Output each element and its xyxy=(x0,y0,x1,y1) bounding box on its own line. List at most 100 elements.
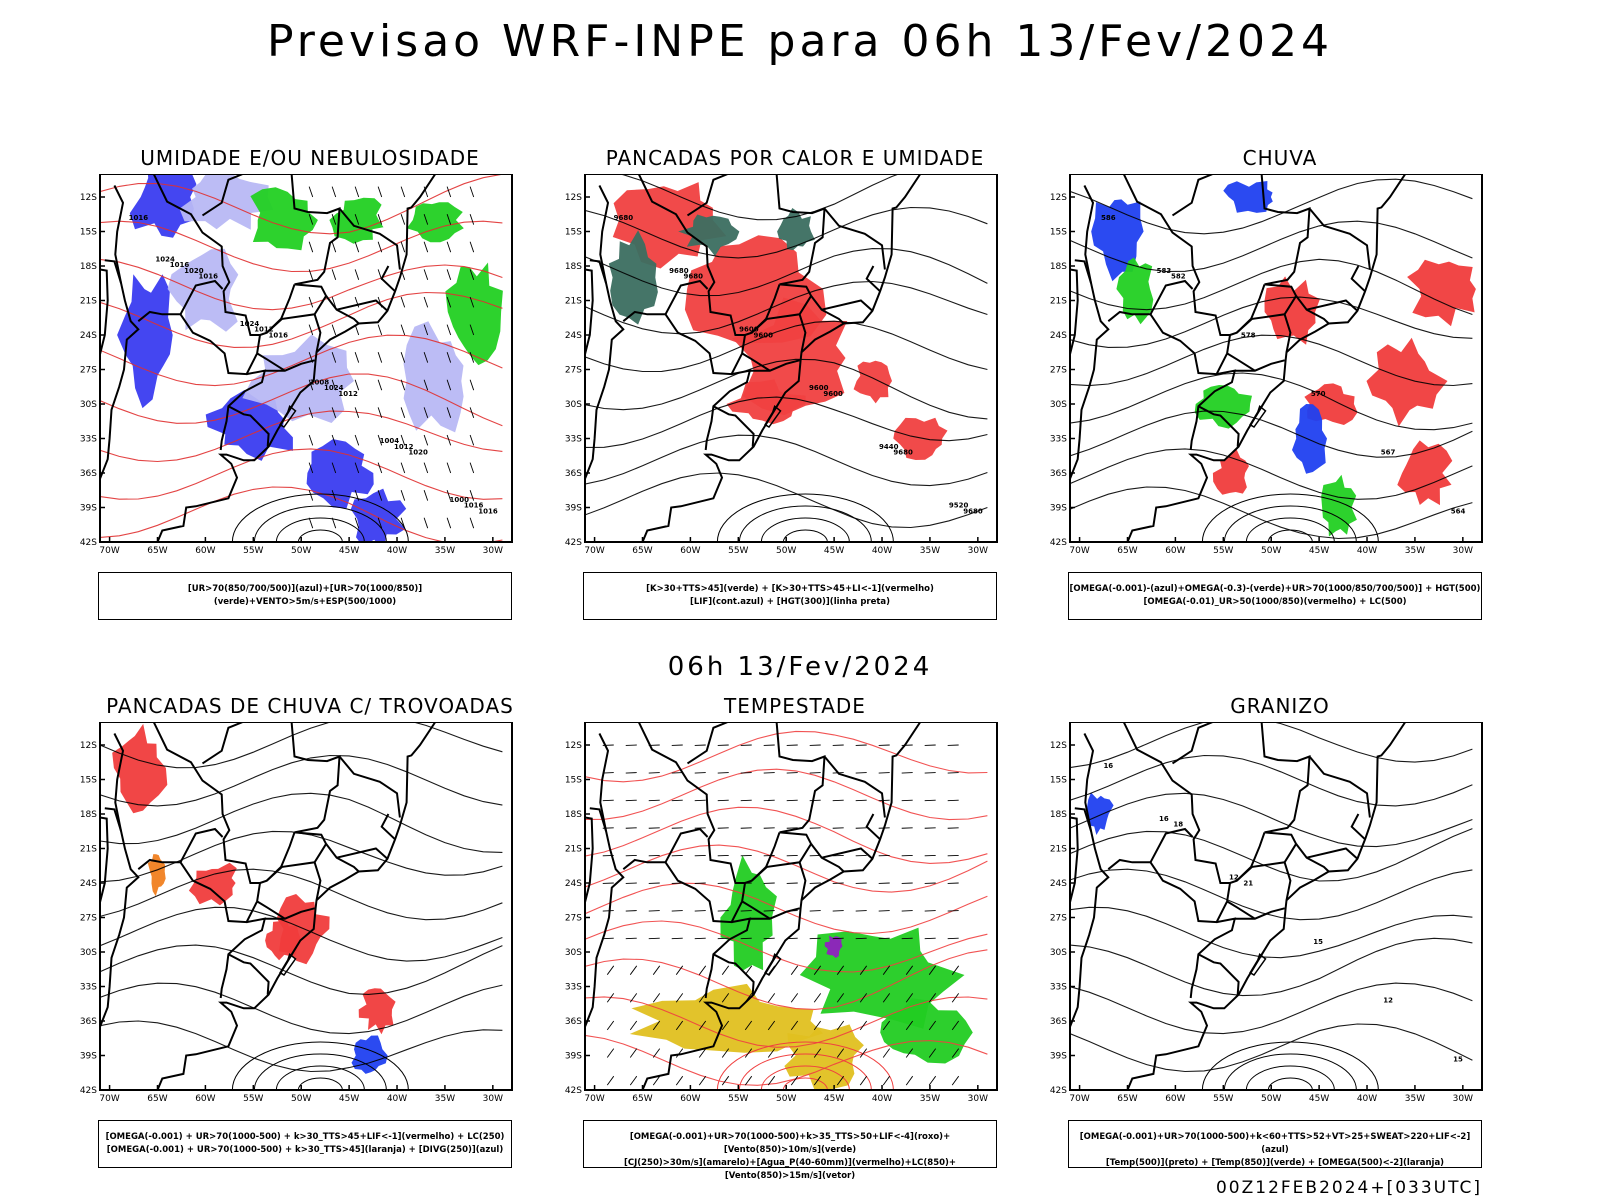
lon-label: 55W xyxy=(243,546,263,556)
lon-label: 70W xyxy=(1069,546,1089,556)
legend-line: [LIF](cont.azul) + [HGT(300)](linha pret… xyxy=(689,597,891,607)
contour-label: 9680 xyxy=(684,273,704,281)
state-border xyxy=(865,265,881,293)
wind-vector xyxy=(652,1020,661,1031)
wind-vector xyxy=(446,407,452,418)
contour-label: 570 xyxy=(1311,390,1326,398)
state-border xyxy=(1226,900,1256,920)
lat-label: 30S xyxy=(80,400,97,410)
wind-vector xyxy=(377,214,383,225)
lon-label: 30W xyxy=(483,546,503,556)
wind-vector xyxy=(836,965,845,975)
legend-line: [K>30+TTS>45](verde) + [K>30+TTS>45+LI<-… xyxy=(646,584,934,594)
isoline xyxy=(1070,258,1473,316)
isoline xyxy=(1070,937,1473,997)
wind-vector xyxy=(469,462,475,474)
coastline xyxy=(1070,174,1407,542)
lat-label: 18S xyxy=(1050,262,1067,272)
wind-vector xyxy=(308,324,314,336)
isoline xyxy=(1070,410,1473,458)
isoline xyxy=(1070,828,1473,882)
state-border xyxy=(664,861,743,924)
isoline xyxy=(1070,220,1473,273)
wind-vector xyxy=(905,965,914,975)
lon-label: 40W xyxy=(1357,1094,1377,1104)
lat-label: 12S xyxy=(80,741,97,751)
state-border xyxy=(712,405,755,447)
lon-label: 40W xyxy=(1357,546,1377,556)
lat-label: 30S xyxy=(1050,948,1067,958)
contour-label: 9680 xyxy=(893,449,913,457)
wind-vector xyxy=(331,407,337,418)
map-chuva: 586 582 578 570 567 564 583 12S 15S 18S 21S 24S 27S 3… xyxy=(1050,174,1483,556)
lat-label: 24S xyxy=(80,879,97,889)
map-layer xyxy=(585,722,997,1090)
wind-vector xyxy=(377,490,383,501)
lon-label: 50W xyxy=(776,546,796,556)
lat-label: 42S xyxy=(1050,538,1067,548)
wind-vector xyxy=(606,1048,615,1058)
state-border xyxy=(664,827,709,863)
lat-label: 27S xyxy=(80,366,97,376)
lon-label: 30W xyxy=(1453,546,1473,556)
wind-vector xyxy=(790,1075,799,1086)
isoline xyxy=(585,844,988,893)
state-border xyxy=(821,847,874,860)
wind-vector xyxy=(928,1048,937,1058)
lon-label: 35W xyxy=(1405,546,1425,556)
state-border xyxy=(201,174,244,217)
state-border xyxy=(1236,831,1298,882)
wind-vector xyxy=(606,1075,615,1086)
wind-vector xyxy=(423,462,429,474)
lat-label: 24S xyxy=(565,331,582,341)
wind-vector xyxy=(951,965,960,975)
lon-label: 60W xyxy=(680,546,700,556)
lat-label: 30S xyxy=(80,948,97,958)
lon-label: 35W xyxy=(435,546,455,556)
lon-label: 45W xyxy=(1309,1094,1329,1104)
lon-label: 50W xyxy=(1261,1094,1281,1104)
state-border xyxy=(1171,174,1214,217)
wind-vector xyxy=(400,269,406,280)
state-border xyxy=(219,917,267,999)
closed-contour xyxy=(1223,505,1357,542)
panel-legend: [UR>70(850/700/500)](azul)+[UR>70(1000/8… xyxy=(98,572,512,620)
wind-vector xyxy=(446,241,452,253)
state-border xyxy=(290,722,341,834)
isoline xyxy=(100,334,503,387)
state-border xyxy=(810,843,845,873)
wind-vector xyxy=(400,490,406,501)
contour-label: 1016 xyxy=(170,261,190,269)
wind-vector xyxy=(308,490,314,501)
wind-vector xyxy=(652,993,661,1003)
overlay-area xyxy=(824,935,843,958)
overlay-area xyxy=(1087,792,1114,835)
state-border xyxy=(264,907,315,920)
wind-vector xyxy=(331,214,337,225)
lagoa-dos-patos xyxy=(764,405,782,428)
isoline xyxy=(585,996,988,1048)
closed-contour xyxy=(738,505,872,542)
wind-vector xyxy=(423,241,429,253)
wind-vector xyxy=(354,517,360,529)
lat-label: 18S xyxy=(1050,810,1067,820)
wind-vector xyxy=(790,965,799,975)
wind-vector xyxy=(836,993,845,1003)
isoline xyxy=(100,486,503,542)
wind-vector xyxy=(331,352,337,363)
wind-vector xyxy=(882,1020,891,1031)
wind-vector xyxy=(928,993,937,1003)
overlay-area xyxy=(250,187,318,251)
legend-line: [OMEGA(-0.001)+UR>70(1000-500)+k>35_TTS>… xyxy=(629,1132,951,1155)
wind-vector xyxy=(698,1075,707,1086)
primary-area xyxy=(880,998,973,1064)
closed-contour xyxy=(716,1041,894,1090)
isoline xyxy=(585,434,988,487)
state-border xyxy=(821,299,874,312)
isoline xyxy=(1070,486,1473,540)
wind-vector xyxy=(629,1048,638,1058)
map-pancadas-calor: 9680968096009600968096809680960096009440… xyxy=(565,174,998,556)
state-border xyxy=(741,352,771,372)
wind-vector xyxy=(400,462,406,474)
wind-vector xyxy=(423,490,429,501)
